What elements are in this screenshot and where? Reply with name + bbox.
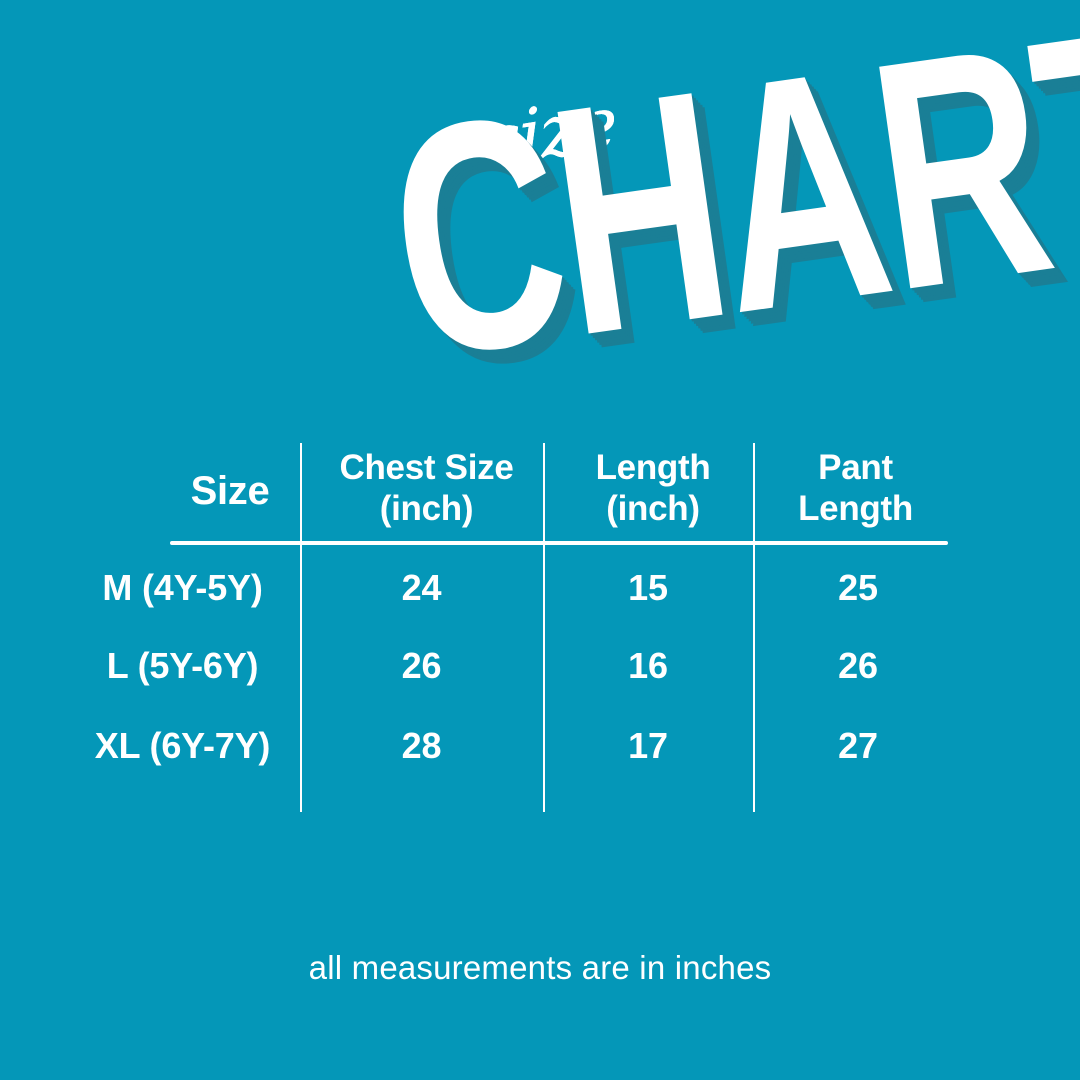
table-row: L (5Y-6Y) 26 16 26 [0,646,1080,724]
cell-pant: 25 [838,567,878,608]
column-header-size: Size [160,468,300,515]
cell-pant: 26 [838,645,878,686]
title-main-word: CHART [371,0,1080,427]
cell-chest: 26 [401,645,442,686]
column-header-pant-line2: Length [798,489,913,529]
cell-length: 15 [628,567,668,608]
column-header-chest-line1: Chest Size [339,448,514,487]
column-header-size-label: Size [190,469,270,513]
table-row: XL (6Y-7Y) 28 17 27 [0,726,1080,804]
cell-size: XL (6Y-7Y) [94,725,271,766]
cell-size: M (4Y-5Y) [102,567,263,608]
cell-length: 17 [628,725,668,766]
column-header-pant-length: Pant Length [763,447,948,530]
cell-length: 16 [628,645,668,686]
measurement-note: all measurements are in inches [308,949,772,986]
size-table: Size Chest Size (inch) Length (inch) Pan… [0,430,1080,830]
cell-chest: 24 [401,567,442,608]
column-divider-2 [543,443,545,812]
column-divider-3 [753,443,755,812]
cell-size: L (5Y-6Y) [106,645,259,686]
cell-chest: 28 [401,725,442,766]
title-block: size CHART [0,0,1080,427]
column-header-length-line1: Length [595,448,711,487]
cell-pant: 27 [838,725,878,766]
column-header-length-line2: (inch) [606,489,700,529]
column-divider-1 [300,443,302,812]
column-header-length: Length (inch) [553,447,753,530]
column-header-pant-line1: Pant [818,448,893,487]
column-header-chest-line2: (inch) [379,489,474,529]
header-divider [170,541,948,545]
table-row: M (4Y-5Y) 24 15 25 [0,568,1080,646]
column-header-chest-size: Chest Size (inch) [310,447,543,530]
